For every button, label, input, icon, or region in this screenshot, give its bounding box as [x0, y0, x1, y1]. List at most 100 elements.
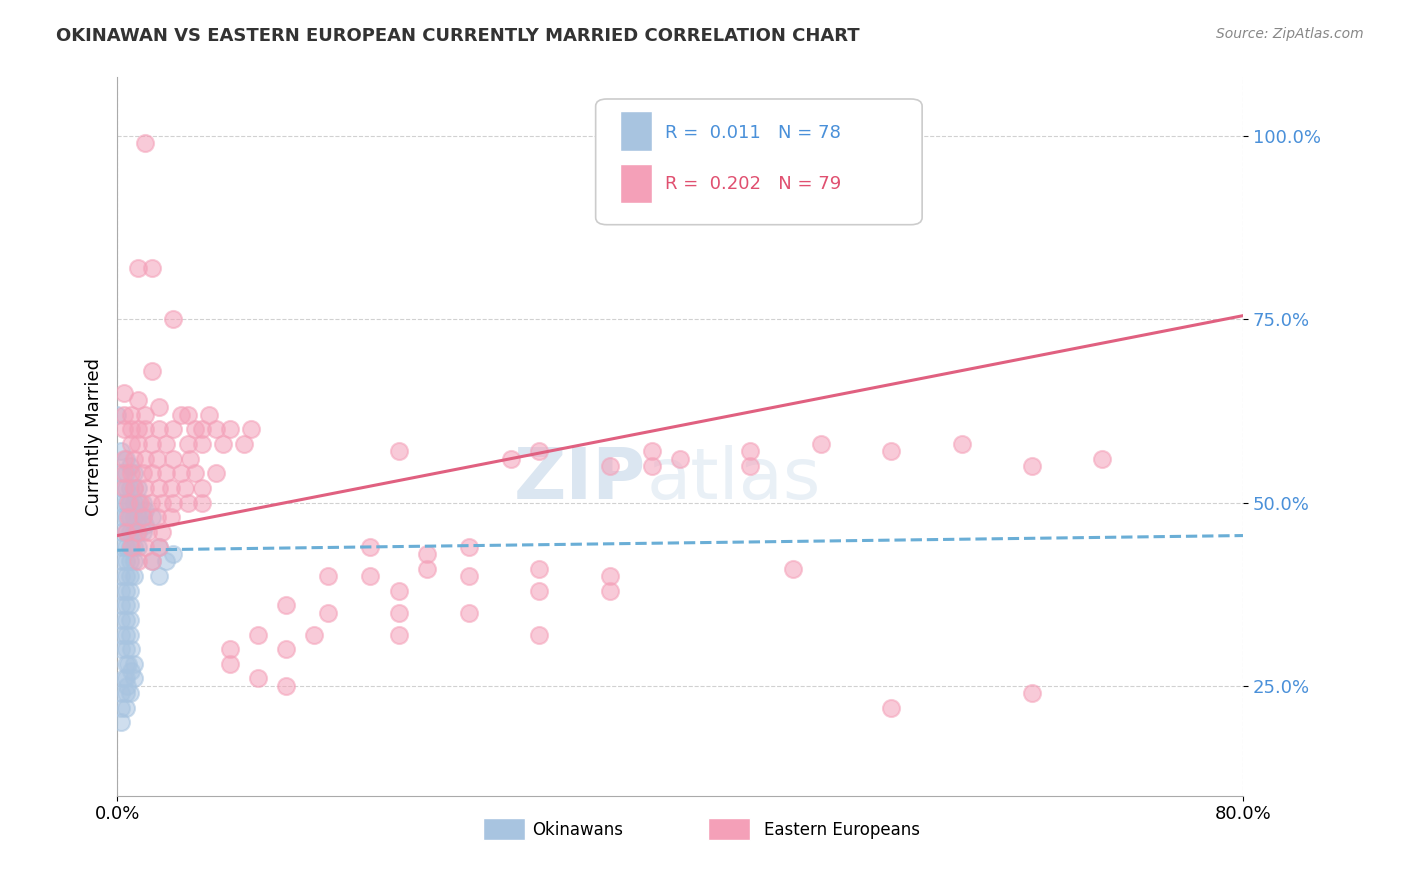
- FancyBboxPatch shape: [596, 99, 922, 225]
- Point: [190, 437, 212, 451]
- Point: [118, 495, 141, 509]
- Point: [162, 422, 184, 436]
- Text: ZIP: ZIP: [515, 445, 647, 514]
- Point: [246, 627, 269, 641]
- Point: [134, 408, 156, 422]
- Point: [118, 613, 141, 627]
- Point: [118, 583, 141, 598]
- Point: [148, 540, 170, 554]
- Point: [190, 422, 212, 436]
- Point: [127, 437, 149, 451]
- Point: [388, 444, 411, 458]
- Point: [122, 672, 145, 686]
- Point: [110, 598, 132, 612]
- Point: [176, 437, 198, 451]
- Point: [131, 510, 153, 524]
- Point: [159, 481, 181, 495]
- Point: [145, 510, 167, 524]
- Point: [114, 451, 136, 466]
- Point: [360, 540, 382, 554]
- Point: [110, 642, 132, 657]
- Point: [458, 606, 481, 620]
- Point: [112, 385, 135, 400]
- Point: [122, 481, 145, 495]
- Point: [880, 700, 903, 714]
- Point: [114, 686, 136, 700]
- Point: [183, 467, 205, 481]
- Point: [950, 437, 973, 451]
- Text: Source: ZipAtlas.com: Source: ZipAtlas.com: [1216, 27, 1364, 41]
- Point: [302, 627, 325, 641]
- Point: [122, 524, 145, 539]
- Point: [529, 444, 551, 458]
- Point: [134, 422, 156, 436]
- Point: [117, 510, 139, 524]
- Point: [127, 495, 149, 509]
- Point: [274, 598, 297, 612]
- Point: [641, 444, 664, 458]
- Point: [110, 686, 132, 700]
- Point: [316, 606, 339, 620]
- Point: [458, 569, 481, 583]
- Point: [118, 554, 141, 568]
- Point: [118, 510, 141, 524]
- Point: [134, 136, 156, 151]
- Point: [125, 524, 148, 539]
- Point: [141, 467, 163, 481]
- Point: [127, 510, 149, 524]
- Point: [179, 451, 201, 466]
- Point: [211, 437, 233, 451]
- Point: [122, 481, 145, 495]
- Point: [190, 495, 212, 509]
- Point: [118, 458, 141, 473]
- Point: [810, 437, 832, 451]
- Point: [120, 422, 142, 436]
- Point: [141, 510, 163, 524]
- Text: Eastern Europeans: Eastern Europeans: [765, 821, 921, 838]
- Point: [114, 569, 136, 583]
- Point: [239, 422, 262, 436]
- Point: [118, 540, 141, 554]
- Point: [880, 444, 903, 458]
- Point: [148, 422, 170, 436]
- Point: [529, 627, 551, 641]
- Point: [148, 401, 170, 415]
- Point: [112, 422, 135, 436]
- Point: [114, 700, 136, 714]
- Point: [134, 540, 156, 554]
- Point: [114, 467, 136, 481]
- Point: [176, 495, 198, 509]
- Point: [110, 715, 132, 730]
- Point: [110, 524, 132, 539]
- FancyBboxPatch shape: [620, 112, 652, 151]
- Point: [136, 524, 159, 539]
- Point: [274, 679, 297, 693]
- Point: [131, 510, 153, 524]
- Point: [114, 524, 136, 539]
- Point: [148, 481, 170, 495]
- Point: [155, 437, 177, 451]
- Point: [112, 408, 135, 422]
- Text: OKINAWAN VS EASTERN EUROPEAN CURRENTLY MARRIED CORRELATION CHART: OKINAWAN VS EASTERN EUROPEAN CURRENTLY M…: [56, 27, 860, 45]
- Point: [740, 458, 762, 473]
- Point: [120, 540, 142, 554]
- Text: R =  0.202   N = 79: R = 0.202 N = 79: [665, 175, 842, 193]
- Point: [218, 657, 240, 671]
- Point: [134, 481, 156, 495]
- Point: [155, 467, 177, 481]
- Point: [388, 606, 411, 620]
- Point: [115, 679, 138, 693]
- Point: [127, 260, 149, 275]
- Point: [127, 422, 149, 436]
- Point: [141, 364, 163, 378]
- Point: [118, 569, 141, 583]
- Point: [112, 451, 135, 466]
- Point: [127, 540, 149, 554]
- Point: [529, 583, 551, 598]
- Point: [118, 627, 141, 641]
- Point: [782, 561, 804, 575]
- Point: [141, 260, 163, 275]
- Point: [122, 467, 145, 481]
- Point: [176, 408, 198, 422]
- Point: [110, 554, 132, 568]
